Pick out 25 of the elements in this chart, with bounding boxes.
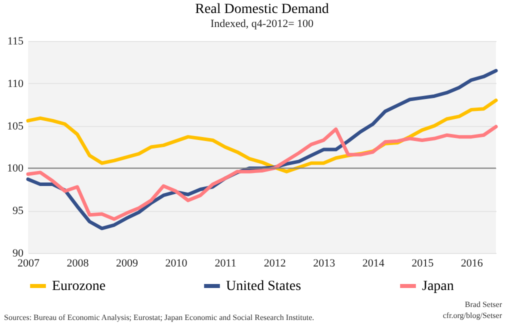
text: cfr.org/blog/Setser bbox=[442, 311, 502, 320]
x-tick-label: 2010 bbox=[165, 258, 188, 270]
y-tick-label: 90 bbox=[12, 248, 24, 260]
text: Brad Setser bbox=[464, 300, 502, 309]
source-note: Sources: Bureau of Economic Analysis; Eurostat; Japan Economic and Social Research Institute. bbox=[4, 313, 314, 322]
x-tick-label: 2009 bbox=[116, 258, 139, 270]
chart-title: Real Domestic Demand bbox=[195, 2, 329, 17]
x-tick-label: 2007 bbox=[18, 258, 40, 270]
line-series bbox=[26, 124, 498, 221]
y-tick-label: 95 bbox=[12, 205, 24, 218]
y-tick-label: 110 bbox=[7, 78, 24, 90]
x-tick-label: 2014 bbox=[362, 258, 385, 270]
x-tick-label: 2008 bbox=[66, 258, 90, 270]
x-tick-label: 2016 bbox=[460, 258, 484, 270]
x-tick-label: 2011 bbox=[214, 258, 236, 270]
legend-label: Eurozone bbox=[52, 279, 106, 294]
x-tick-label: 2013 bbox=[313, 258, 336, 270]
x-tick-label: 2012 bbox=[264, 258, 286, 270]
legend-label: Japan bbox=[422, 279, 454, 294]
y-tick-label: 115 bbox=[7, 36, 24, 48]
y-tick-label: 105 bbox=[7, 120, 24, 132]
y-tick-label: 100 bbox=[7, 162, 24, 175]
legend-label: United States bbox=[226, 279, 302, 294]
chart-subtitle: Indexed, q4-2012= 100 bbox=[210, 18, 314, 30]
x-tick-label: 2015 bbox=[412, 258, 434, 270]
